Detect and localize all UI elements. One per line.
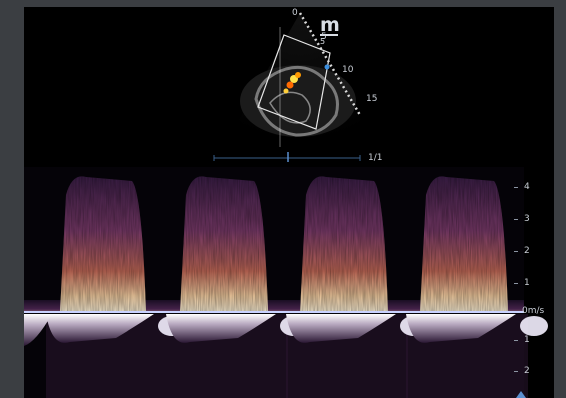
doppler-roi: [257, 34, 331, 130]
logo-sub: 5: [320, 37, 326, 46]
baseline-glow: [24, 300, 524, 312]
spectral-doppler: [24, 167, 548, 398]
velocity-label-3: 3: [524, 214, 530, 224]
velocity-label-zero: 0m/s: [522, 306, 545, 316]
depth-label-0: 0: [292, 8, 298, 18]
spectral-pulse-texture: [60, 176, 146, 312]
frame-counter: 1/1: [368, 153, 383, 163]
velocity-tick: [514, 340, 518, 341]
depth-label-5: 5: [321, 32, 327, 42]
echo-sector: [236, 12, 364, 147]
velocity-label-1: 1: [524, 278, 530, 288]
velocity-label-4: 4: [524, 182, 530, 192]
probe-logo: m 5: [320, 14, 340, 46]
spectral-reflection: [286, 314, 396, 343]
spectral-reflection-lead: [24, 314, 52, 346]
doppler-flow-blue: [324, 64, 330, 70]
doppler-flow-red: [286, 81, 294, 89]
velocity-tick: [514, 251, 518, 252]
spectral-valve-click: [520, 316, 548, 336]
cine-timeline[interactable]: [213, 152, 361, 162]
heart-wall: [254, 65, 339, 137]
ultrasound-image: [24, 12, 548, 398]
velocity-label-neg1: 1: [524, 335, 530, 345]
scroll-down-icon[interactable]: [516, 390, 526, 398]
doppler-flow-yellow2: [283, 88, 289, 94]
spectral-pulse-texture: [420, 176, 508, 312]
doppler-flow-orange: [295, 72, 301, 78]
spectral-reflection: [406, 314, 516, 343]
ultrasound-viewport: m 5 0 5 10 15 1/1 4 3 2 1 0m/s 1 2: [24, 7, 554, 398]
spectral-reflection: [166, 314, 276, 343]
depth-label-15: 15: [366, 94, 378, 104]
depth-label-10: 10: [342, 65, 354, 75]
velocity-tick: [514, 219, 518, 220]
velocity-tick: [514, 187, 518, 188]
velocity-label-2: 2: [524, 246, 530, 256]
logo-glyph: m: [320, 14, 340, 36]
spectral-reflection: [46, 314, 154, 343]
color-doppler-box: [257, 34, 331, 130]
spectral-pulse-texture: [300, 176, 388, 312]
velocity-label-neg2: 2: [524, 366, 530, 376]
spectral-pulse-texture: [180, 176, 268, 312]
velocity-tick: [514, 371, 518, 372]
velocity-tick: [514, 283, 518, 284]
